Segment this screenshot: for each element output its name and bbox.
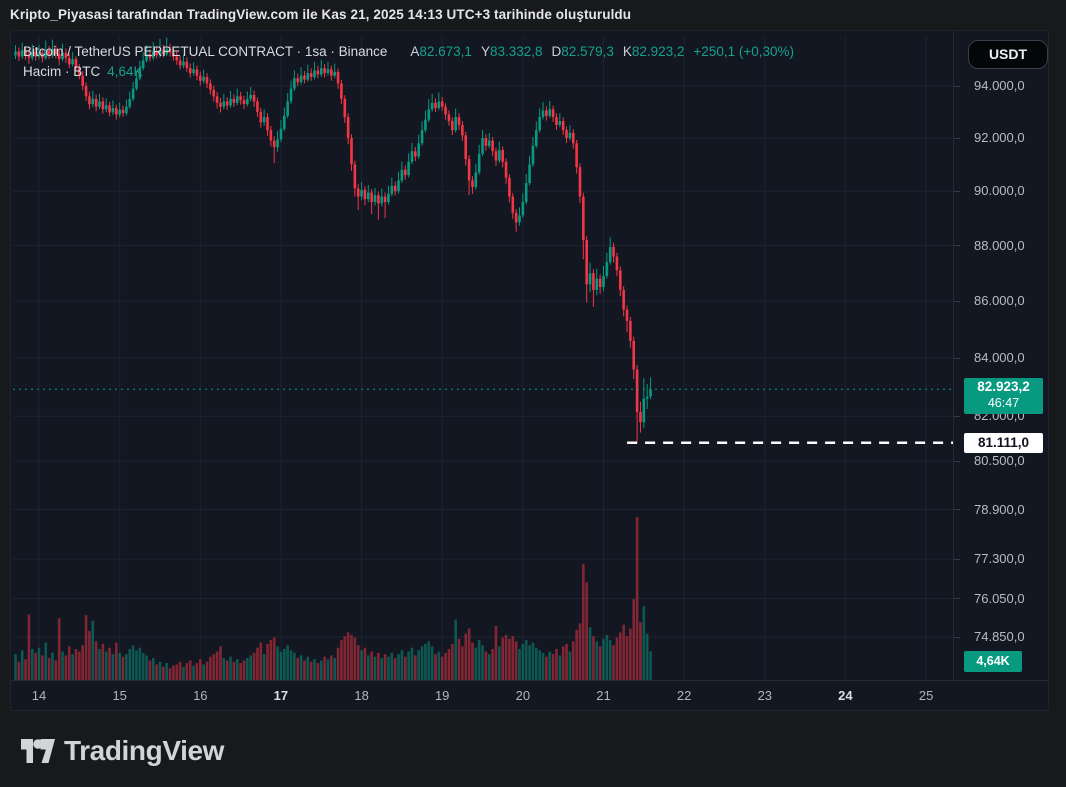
last-price-value: 82.923,2 (977, 379, 1030, 395)
price-tick-label: 84.000,0 (974, 350, 1025, 365)
tradingview-logo-icon (21, 739, 55, 763)
open-value: 82.673,1 (419, 44, 472, 59)
price-tick-label: 78.900,0 (974, 501, 1025, 517)
time-tick-label: 16 (193, 688, 208, 703)
volume-indicator-label[interactable]: Hacim · BTC (23, 64, 101, 79)
price-tick-label: 76.050,0 (974, 590, 1025, 606)
price-axis[interactable]: 94.000,0 92.000,0 90.000,0 88.000,0 86.000,0… (953, 31, 1049, 680)
chart-panel: Bitcoin / TetherUS PERPETUAL CONTRACT · … (10, 30, 1049, 711)
time-tick-label: 14 (31, 688, 47, 703)
close-value: 82.923,2 (631, 44, 685, 59)
price-tick-label: 94.000,0 (974, 78, 1025, 93)
price-tickmark (954, 460, 960, 462)
tradingview-wordmark: TradingView (64, 735, 225, 766)
close-letter: K (622, 44, 632, 59)
price-tickmark (954, 558, 960, 560)
time-axis[interactable]: 14 15 16 17 18 19 20 21 22 23 24 25 (11, 680, 1048, 710)
price-tickmark (954, 357, 960, 359)
price-tickmark (954, 509, 960, 510)
last-price-label: 82.923,2 46:47 (964, 378, 1043, 415)
price-tick-label: 88.000,0 (974, 237, 1025, 253)
price-tickmark (954, 415, 960, 417)
price-tickmark (954, 598, 960, 599)
open-letter: A (410, 44, 420, 59)
volume-value: 4,64K (107, 64, 143, 79)
price-tickmark (954, 190, 960, 192)
price-level-label: 81.111,0 (964, 432, 1043, 453)
time-tick-label: 17 (273, 688, 289, 703)
bar-countdown: 46:47 (987, 396, 1020, 411)
price-change: +250,1 (+0,30%) (693, 44, 794, 59)
price-tickmark (954, 636, 960, 638)
chart-legend: Bitcoin / TetherUS PERPETUAL CONTRACT · … (23, 42, 794, 82)
time-tick-label: 18 (354, 688, 369, 703)
time-tick-label: 22 (676, 688, 692, 703)
price-tick-label: 92.000,0 (974, 130, 1025, 145)
time-tick-label: 15 (112, 688, 127, 703)
price-tick-label: 80.500,0 (974, 453, 1025, 468)
low-letter: D (551, 44, 562, 59)
ohlc-values: A82.673,1 Y83.332,8 D82.579,3 K82.923,2 +250… (401, 44, 794, 59)
quote-currency-button[interactable]: USDT (968, 40, 1048, 69)
time-tick-label: 19 (434, 688, 450, 703)
low-value: 82.579,3 (561, 44, 614, 59)
attribution-text: Kripto_Piyasasi tarafından TradingView.c… (10, 7, 632, 22)
price-tickmark (954, 300, 960, 302)
candlestick-chart[interactable] (13, 36, 953, 682)
price-tick-label: 77.300,0 (974, 551, 1025, 567)
price-tick-label: 74.850,0 (974, 629, 1025, 644)
tradingview-brand-link[interactable]: TradingView (21, 735, 224, 767)
volume-axis-badge: 4,64K (964, 651, 1022, 672)
high-value: 83.332,8 (489, 44, 543, 59)
legend-symbol-row: Bitcoin / TetherUS PERPETUAL CONTRACT · … (23, 42, 794, 62)
legend-volume-row: Hacim · BTC 4,64K (23, 62, 794, 82)
time-tick-label: 20 (515, 688, 531, 703)
time-tick-label: 23 (757, 688, 773, 703)
price-tickmark (954, 245, 960, 246)
price-tickmark (954, 137, 960, 139)
time-tick-label: 24 (838, 688, 853, 703)
high-letter: Y (480, 44, 490, 59)
price-tick-label: 86.000,0 (974, 293, 1025, 309)
price-tickmark (954, 85, 960, 87)
symbol-title[interactable]: Bitcoin / TetherUS PERPETUAL CONTRACT · … (23, 44, 388, 59)
price-tick-label: 90.000,0 (974, 183, 1025, 199)
time-tick-label: 25 (918, 688, 934, 703)
time-tick-label: 21 (596, 688, 611, 703)
